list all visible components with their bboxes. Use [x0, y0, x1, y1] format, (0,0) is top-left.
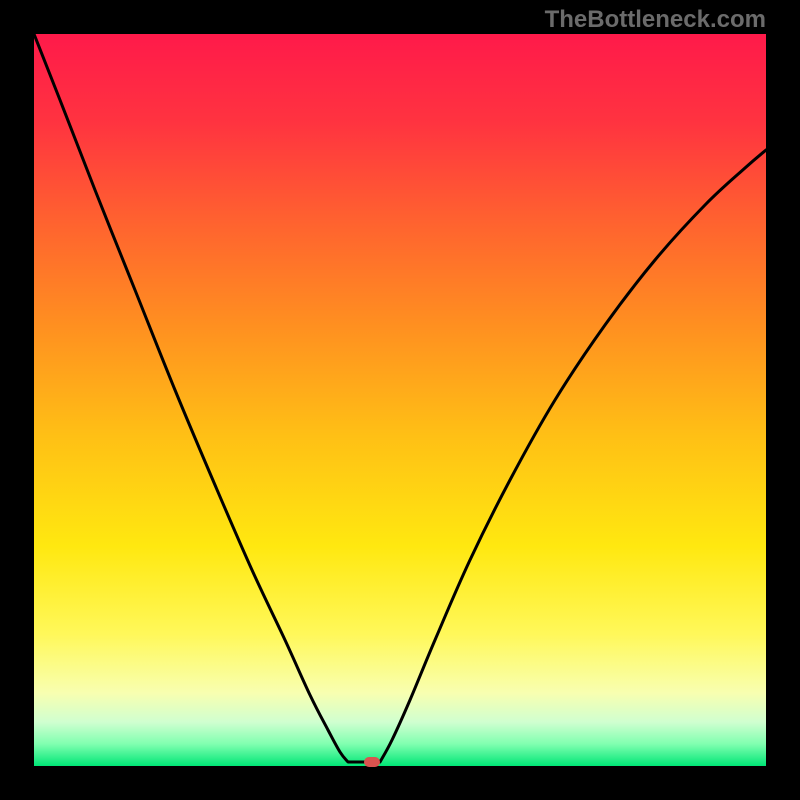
plot-area	[34, 34, 766, 766]
optimum-marker	[364, 757, 380, 767]
gradient-background	[34, 34, 766, 766]
chart-container: TheBottleneck.com	[0, 0, 800, 800]
watermark-text: TheBottleneck.com	[545, 6, 766, 34]
